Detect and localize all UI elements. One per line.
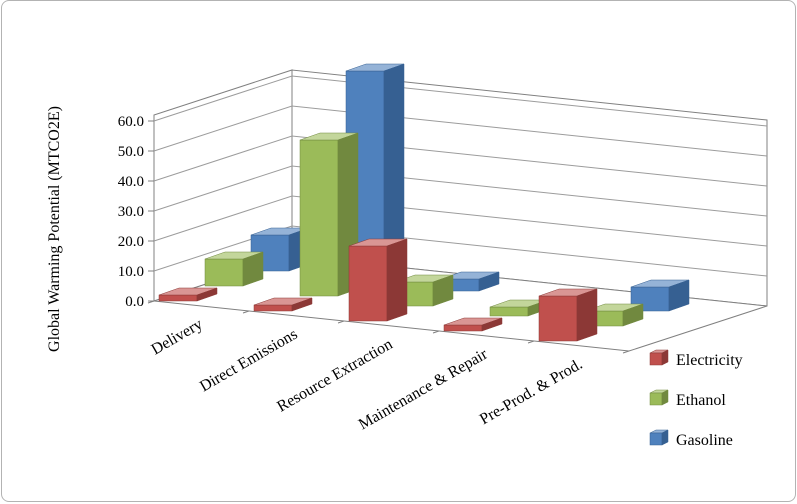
bar-face-front (443, 324, 483, 332)
x-tick-mark-4 (527, 340, 535, 344)
gridline-10 (153, 225, 768, 277)
x-tick-mark-3 (432, 330, 440, 334)
y-axis-title: Global Warming Potential (MTCO2E) (46, 106, 63, 352)
bar-gasoline-4 (630, 279, 690, 312)
legend-item-electricity: Electricity (649, 349, 743, 369)
bar-face-side (478, 271, 500, 292)
gridline-50 (153, 105, 768, 157)
legend-key-icon (649, 392, 663, 406)
y-tick-label-60.0: 60.0 (118, 114, 144, 130)
y-tick-label-40.0: 40.0 (118, 174, 144, 190)
gridline-20 (153, 195, 768, 247)
gridline-40 (153, 135, 768, 187)
y-tick-label-20.0: 20.0 (118, 234, 144, 250)
bar-face-front (253, 304, 293, 312)
bar-face-side (291, 297, 313, 312)
x-tick-mark-0 (147, 300, 155, 304)
legend: Electricity Ethanol Gasoline (649, 349, 743, 449)
bar-electricity-4 (538, 288, 598, 342)
bar-face-front (299, 139, 339, 297)
x-tick-label-1: Direct Emissions (197, 326, 301, 396)
bar-face-front (204, 258, 244, 287)
bar-face-front (489, 306, 529, 317)
bars (158, 63, 690, 342)
bar-ethanol-0 (204, 251, 264, 287)
legend-key-side (661, 389, 669, 406)
legend-label-gasoline: Gasoline (676, 432, 733, 449)
x-tick-label-2: Resource Extraction (274, 336, 395, 416)
bar-face-front (348, 245, 388, 322)
bar-face-side (432, 274, 454, 307)
legend-key-icon (649, 432, 663, 446)
bar-face-side (386, 238, 408, 322)
legend-item-gasoline: Gasoline (649, 429, 733, 449)
bar-face-front (158, 294, 198, 302)
legend-key-side (661, 429, 669, 446)
bar-face-side (622, 303, 644, 327)
bar-face-side (668, 279, 690, 312)
y-tick-label-0.0: 0.0 (125, 294, 144, 310)
bar-face-side (196, 287, 218, 302)
legend-key-side (661, 349, 669, 366)
bar-face-side (481, 317, 503, 332)
bar-electricity-0 (158, 287, 218, 302)
legend-label-electricity: Electricity (676, 352, 743, 369)
bar-electricity-2 (348, 238, 408, 322)
gridline-30 (153, 165, 768, 217)
legend-label-ethanol: Ethanol (676, 392, 726, 409)
bar-electricity-1 (253, 297, 313, 312)
x-tick-mark-5 (622, 350, 630, 354)
y-tick-label-50.0: 50.0 (118, 144, 144, 160)
gridlines (153, 75, 768, 277)
legend-item-ethanol: Ethanol (649, 389, 726, 409)
y-tick-label-10.0: 10.0 (118, 264, 144, 280)
x-tick-label-4: Pre-Prod. & Prod. (477, 356, 586, 429)
gridline-60 (153, 75, 768, 127)
bar-face-side (242, 251, 264, 287)
bar-face-side (576, 288, 598, 342)
x-tick-mark-2 (337, 320, 345, 324)
bar-face-front (538, 295, 578, 342)
y-tick-label-30.0: 30.0 (118, 204, 144, 220)
x-tick-label-0: Delivery (149, 316, 206, 359)
bar-electricity-3 (443, 317, 503, 332)
legend-key-icon (649, 352, 663, 366)
x-tick-mark-1 (242, 310, 250, 314)
y-axis: 0.0 10.0 20.0 30.0 40.0 50.0 60.0 (118, 114, 154, 310)
